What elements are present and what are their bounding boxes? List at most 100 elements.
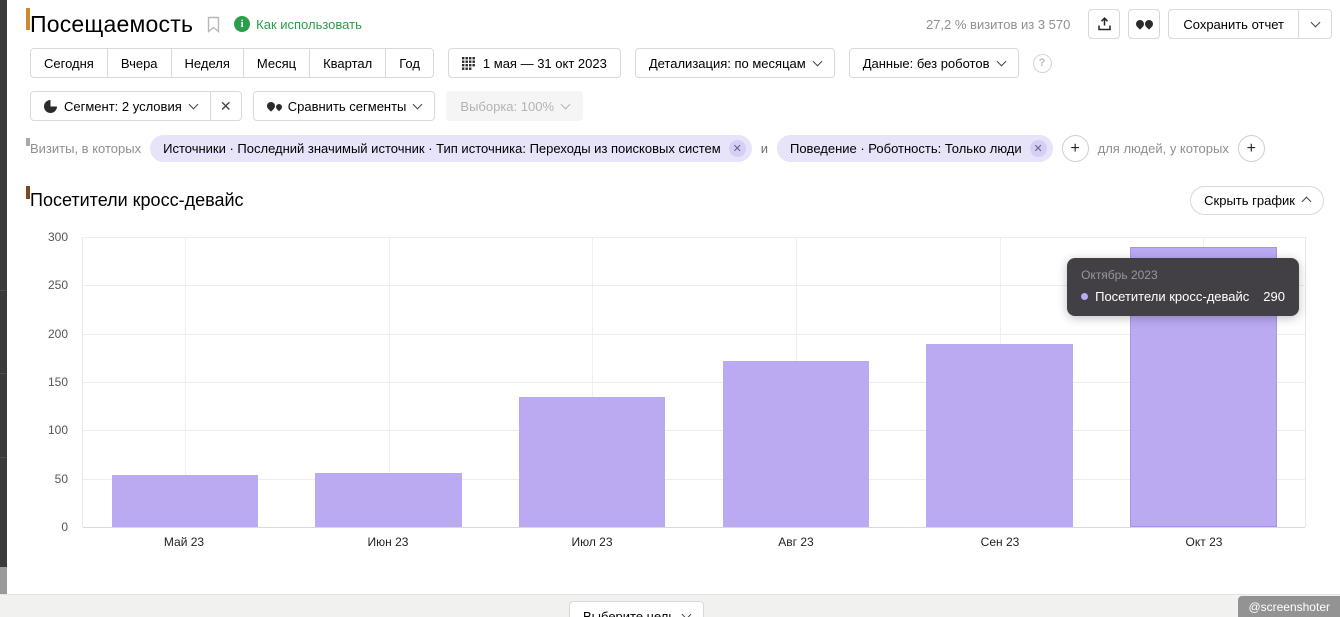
h-gridline: [83, 237, 1305, 238]
x-tick-label: Окт 23: [1185, 535, 1223, 549]
segment-toolbar: Сегмент: 2 условия ✕ Сравнить сегменты В…: [30, 91, 584, 121]
and-connector: и: [760, 141, 768, 156]
visits-prefix-label: Визиты, в которых: [30, 141, 142, 156]
save-report-split-button: Сохранить отчет: [1168, 9, 1332, 39]
hide-chart-label: Скрыть график: [1204, 192, 1295, 208]
segment-button[interactable]: Сегмент: 2 условия: [30, 91, 211, 121]
detail-label: Детализация: по месяцам: [648, 55, 806, 71]
period-button[interactable]: Вчера: [106, 48, 172, 78]
calendar-icon: [461, 56, 475, 70]
edge-artifact: [26, 8, 30, 30]
chevron-down-icon: [412, 99, 423, 109]
detail-select[interactable]: Детализация: по месяцам: [634, 48, 835, 78]
y-tick-label: 50: [54, 471, 68, 486]
data-mode-select[interactable]: Данные: без роботов: [848, 48, 1019, 78]
export-button[interactable]: [1088, 9, 1121, 39]
goal-select-button[interactable]: Выберите цель: [569, 601, 705, 617]
chart-tooltip: Октябрь 2023 Посетители кросс-девайс 290: [1067, 258, 1299, 316]
h-gridline: [83, 382, 1305, 383]
bar-slot: [83, 237, 287, 527]
compare-segments-button[interactable]: Сравнить сегменты: [252, 91, 436, 121]
y-tick-label: 100: [47, 423, 68, 438]
page-title: Посещаемость: [30, 10, 194, 37]
period-button[interactable]: Месяц: [242, 48, 311, 78]
sample-share-text: 27,2 % визитов из 3 570: [925, 16, 1071, 32]
how-to-use-label: Как использовать: [256, 16, 362, 32]
x-tick-label: Май 23: [163, 535, 205, 549]
y-tick-label: 250: [47, 278, 68, 293]
compare-drops-icon: [265, 100, 283, 112]
bar[interactable]: [722, 360, 870, 527]
report-header: Посетители кросс-девайс Скрыть график: [30, 184, 1324, 216]
save-report-button[interactable]: Сохранить отчет: [1183, 16, 1284, 32]
chip-remove-icon[interactable]: ✕: [728, 140, 746, 157]
x-tick-label: Сен 23: [980, 535, 1020, 549]
page-header: Посещаемость i Как использовать 27,2 % в…: [30, 8, 1332, 40]
period-button[interactable]: Сегодня: [30, 48, 108, 78]
filter-row: Визиты, в которых Источники · Последний …: [30, 135, 1265, 162]
hide-chart-button[interactable]: Скрыть график: [1190, 185, 1324, 215]
clear-segment-button[interactable]: ✕: [209, 91, 242, 121]
tooltip-series-name: Посетители кросс-девайс: [1095, 289, 1250, 304]
x-tick-label: Июн 23: [367, 535, 409, 549]
add-people-condition-button[interactable]: +: [1237, 135, 1265, 162]
x-axis: Май 23 Июн 23 Июл 23 Авг 23 Сен 23 Окт 23: [82, 535, 1306, 549]
chip-remove-icon[interactable]: ✕: [1029, 140, 1047, 157]
bar[interactable]: [315, 472, 462, 527]
edge-artifact: [26, 138, 30, 146]
divider: [1298, 10, 1299, 38]
chevron-down-icon: [681, 609, 692, 617]
watermark-badge: @screenshoter: [1238, 596, 1340, 617]
bar[interactable]: [111, 474, 259, 527]
sidebar-footer-strip: [0, 567, 7, 595]
y-tick-label: 150: [47, 375, 68, 389]
people-prefix-label: для людей, у которых: [1097, 141, 1229, 156]
period-button[interactable]: Квартал: [309, 48, 387, 78]
chevron-down-icon: [560, 99, 571, 109]
date-range-button[interactable]: 1 мая — 31 окт 2023: [447, 48, 621, 78]
segment-pie-icon: [44, 99, 57, 113]
bar-slot: [898, 237, 1102, 527]
close-icon: ✕: [219, 97, 232, 114]
period-group: Сегодня Вчера Неделя Месяц Квартал Год: [30, 48, 434, 78]
filter-chip-label: Источники · Последний значимый источник …: [163, 141, 721, 156]
bookmark-icon[interactable]: [207, 16, 220, 33]
chevron-down-icon: [1310, 17, 1320, 27]
date-range-label: 1 мая — 31 окт 2023: [482, 55, 607, 71]
period-button[interactable]: Год: [385, 48, 434, 78]
sidebar-separator: [0, 457, 7, 458]
v-gridline: [592, 237, 594, 527]
v-gridline: [388, 237, 390, 527]
period-button[interactable]: Неделя: [170, 48, 244, 78]
y-tick-label: 200: [47, 326, 68, 341]
bar-slot: [490, 237, 694, 527]
how-to-use-link[interactable]: i Как использовать: [234, 16, 362, 32]
save-report-dropdown[interactable]: [1299, 10, 1331, 38]
bar-slot: [694, 237, 898, 527]
h-gridline: [83, 527, 1305, 528]
h-gridline: [83, 333, 1305, 335]
chevron-up-icon: [1301, 196, 1312, 207]
tooltip-series-dot: [1081, 293, 1089, 300]
plot-area: Октябрь 2023 Посетители кросс-девайс 290: [82, 237, 1306, 528]
collapsed-sidebar[interactable]: [0, 0, 7, 617]
bar[interactable]: [926, 344, 1073, 527]
sidebar-separator: [0, 290, 7, 291]
help-icon[interactable]: ?: [1032, 53, 1052, 73]
chevron-down-icon: [812, 56, 823, 66]
chevron-down-icon: [188, 99, 199, 109]
comments-button[interactable]: [1128, 9, 1161, 39]
export-icon: [1098, 16, 1111, 30]
period-toolbar: Сегодня Вчера Неделя Месяц Квартал Год 1 мая …: [30, 48, 1052, 78]
sampling-label: Выборка: 100%: [460, 98, 555, 114]
sampling-button[interactable]: Выборка: 100%: [446, 91, 584, 121]
watermark-text: @screenshoter: [1248, 599, 1330, 614]
filter-chip-label: Поведение · Роботность: Только люди: [789, 141, 1022, 156]
filter-chip[interactable]: Источники · Последний значимый источник …: [150, 135, 752, 162]
add-visit-condition-button[interactable]: +: [1061, 135, 1089, 162]
segment-label: Сегмент: 2 условия: [64, 98, 182, 114]
h-gridline: [83, 430, 1305, 432]
filter-chip[interactable]: Поведение · Роботность: Только люди ✕: [776, 135, 1053, 162]
bar[interactable]: [518, 396, 666, 527]
